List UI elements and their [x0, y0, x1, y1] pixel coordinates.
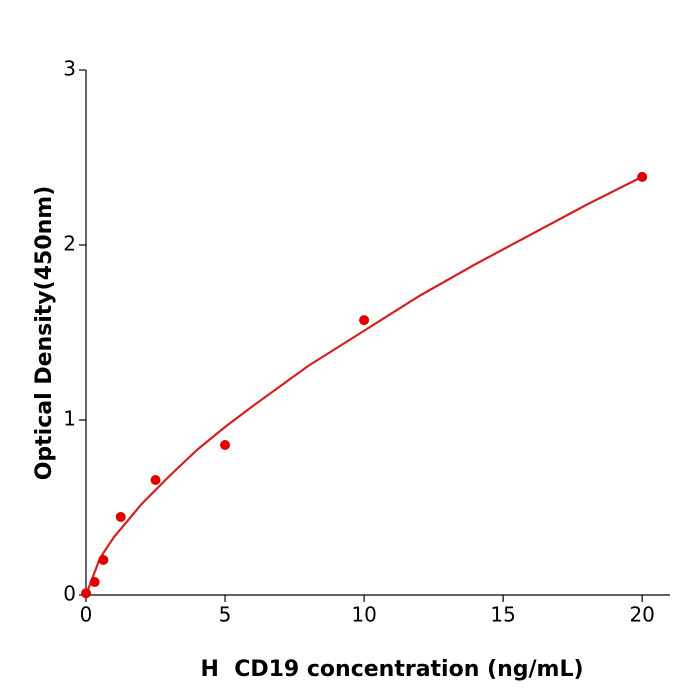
- data-point: [115, 511, 126, 522]
- data-point: [81, 588, 91, 599]
- x-axis-label: H CD19 concentration (ng/mL): [200, 657, 583, 682]
- data-point: [150, 475, 161, 486]
- y-tick-label: 0: [63, 582, 76, 606]
- fit-curve: [84, 175, 643, 596]
- x-tick-label: 15: [490, 603, 515, 627]
- data-point: [89, 577, 100, 588]
- x-tick-label: 5: [219, 603, 232, 627]
- data-point: [220, 440, 231, 451]
- y-tick-label: 3: [63, 57, 76, 81]
- x-tick-label: 0: [80, 603, 93, 627]
- x-tick-label: 10: [351, 603, 376, 627]
- y-axis-label: Optical Density(450nm): [32, 186, 57, 481]
- data-point: [98, 555, 109, 565]
- x-tick-label: 20: [629, 603, 654, 627]
- data-point: [359, 315, 370, 326]
- y-tick-label: 2: [63, 232, 76, 256]
- y-tick-label: 1: [63, 407, 76, 431]
- data-point: [637, 171, 648, 182]
